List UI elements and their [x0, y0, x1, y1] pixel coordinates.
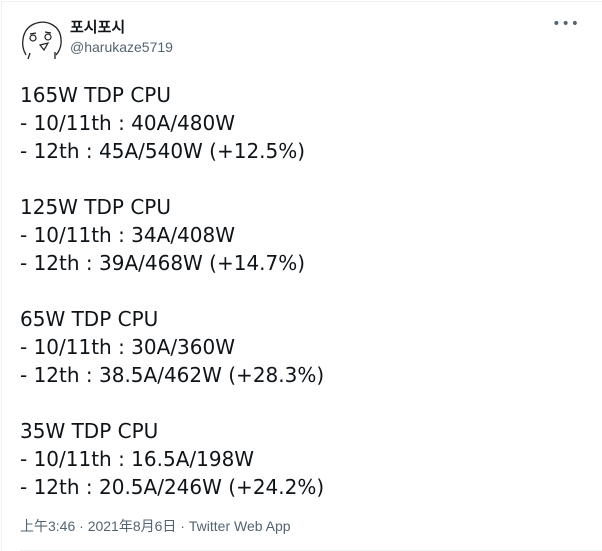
tweet-paragraph: 125W TDP CPU - 10/11th : 34A/408W - 12th :…	[20, 193, 324, 277]
source-link[interactable]: Twitter Web App	[188, 518, 291, 534]
tweet-line: 165W TDP CPU	[20, 83, 172, 107]
avatar[interactable]	[18, 17, 68, 67]
separator: ·	[75, 518, 88, 534]
tweet-line: - 12th : 38.5A/462W (+28.3%)	[20, 363, 325, 387]
author-handle[interactable]: @harukaze5719	[70, 39, 173, 55]
tweet-meta: 上午3:46 · 2021年8月6日 · Twitter Web App	[20, 516, 291, 536]
tweet-date: 2021年8月6日	[87, 518, 177, 534]
tweet-paragraph: 65W TDP CPU - 10/11th : 30A/360W - 12th : …	[20, 305, 324, 389]
timestamp-link[interactable]: 上午3:46 · 2021年8月6日	[20, 518, 176, 534]
avatar-face-icon	[22, 21, 62, 60]
tweet-line: - 10/11th : 30A/360W	[20, 335, 235, 359]
tweet-paragraph: 165W TDP CPU - 10/11th : 40A/480W - 12th :…	[20, 81, 324, 165]
more-options-icon[interactable]: •••	[552, 16, 580, 32]
tweet-line: - 12th : 45A/540W (+12.5%)	[20, 139, 306, 163]
separator: ·	[176, 518, 189, 534]
author-name[interactable]: 포시포시	[70, 18, 126, 36]
tweet-text: 165W TDP CPU - 10/11th : 40A/480W - 12th :…	[20, 81, 324, 529]
tweet-line: - 10/11th : 40A/480W	[20, 111, 235, 135]
tweet-time: 上午3:46	[20, 518, 76, 534]
tweet-line: - 10/11th : 16.5A/198W	[20, 447, 255, 471]
tweet-line: - 12th : 39A/468W (+14.7%)	[20, 251, 306, 275]
tweet-line: - 12th : 20.5A/246W (+24.2%)	[20, 475, 325, 499]
tweet-line: - 10/11th : 34A/408W	[20, 223, 235, 247]
tweet-paragraph: 35W TDP CPU - 10/11th : 16.5A/198W - 12th …	[20, 417, 324, 501]
tweet-line: 65W TDP CPU	[20, 307, 159, 331]
tweet-line: 125W TDP CPU	[20, 195, 172, 219]
tweet-line: 35W TDP CPU	[20, 419, 159, 443]
